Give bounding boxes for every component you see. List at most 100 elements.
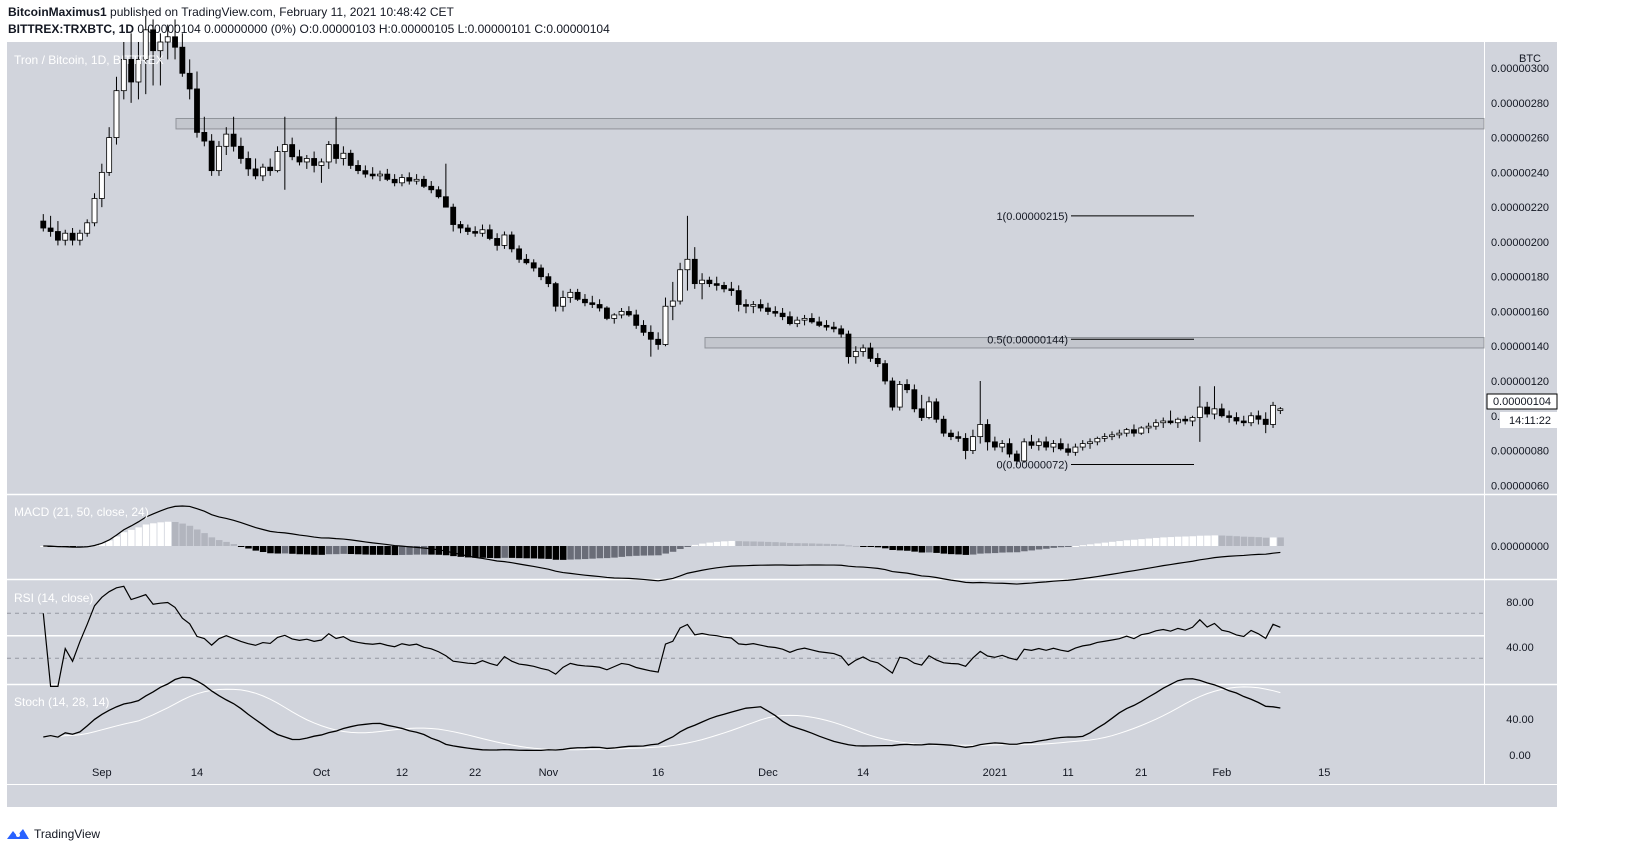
candle[interactable]	[325, 141, 332, 169]
candle[interactable]	[757, 299, 764, 312]
candle[interactable]	[669, 281, 676, 321]
candle[interactable]	[1211, 386, 1218, 420]
candle[interactable]	[779, 307, 786, 321]
candle[interactable]	[955, 431, 962, 442]
candle[interactable]	[743, 299, 749, 314]
candle[interactable]	[1218, 403, 1225, 418]
candle[interactable]	[845, 330, 852, 364]
candle[interactable]	[172, 19, 178, 60]
candle[interactable]	[530, 259, 537, 272]
candle[interactable]	[55, 221, 61, 246]
candle[interactable]	[442, 163, 449, 208]
candle[interactable]	[1087, 438, 1093, 449]
candle[interactable]	[494, 233, 501, 251]
candle[interactable]	[40, 214, 47, 232]
candle[interactable]	[640, 320, 647, 336]
candle[interactable]	[1240, 415, 1247, 427]
candle[interactable]	[1270, 401, 1276, 428]
candle[interactable]	[721, 281, 727, 293]
author-name[interactable]: BitcoinMaximus1	[8, 5, 107, 19]
candle[interactable]	[772, 306, 779, 317]
candle[interactable]	[962, 433, 969, 460]
candle[interactable]	[296, 149, 303, 166]
candle[interactable]	[311, 151, 318, 173]
candle[interactable]	[62, 229, 69, 246]
candle[interactable]	[486, 224, 493, 241]
candle[interactable]	[281, 116, 288, 190]
candle[interactable]	[377, 170, 383, 182]
candle[interactable]	[369, 167, 376, 180]
candle[interactable]	[1013, 450, 1020, 465]
candle[interactable]	[1196, 386, 1203, 442]
candle[interactable]	[1248, 412, 1254, 427]
candle[interactable]	[1153, 419, 1159, 430]
candle[interactable]	[977, 381, 984, 444]
candle[interactable]	[1021, 438, 1028, 463]
candle[interactable]	[801, 314, 808, 326]
candle[interactable]	[911, 384, 918, 413]
candle[interactable]	[867, 342, 874, 362]
candle[interactable]	[582, 294, 588, 307]
candle[interactable]	[655, 332, 662, 350]
candle[interactable]	[940, 415, 947, 437]
candle[interactable]	[333, 116, 339, 164]
candle[interactable]	[926, 396, 932, 420]
candle[interactable]	[904, 379, 910, 394]
candle[interactable]	[889, 377, 896, 411]
candle[interactable]	[508, 231, 515, 253]
candle[interactable]	[830, 321, 837, 333]
candle[interactable]	[464, 224, 471, 235]
candle[interactable]	[1131, 424, 1137, 437]
candle[interactable]	[523, 254, 530, 265]
candle[interactable]	[852, 346, 859, 364]
candle[interactable]	[384, 168, 391, 182]
candle[interactable]	[633, 309, 640, 329]
candle[interactable]	[735, 285, 742, 312]
candle[interactable]	[450, 203, 457, 232]
price-candles[interactable]	[40, 15, 1284, 465]
candle[interactable]	[201, 116, 208, 147]
candle[interactable]	[1160, 417, 1167, 428]
candle[interactable]	[691, 247, 698, 289]
candle[interactable]	[362, 165, 369, 178]
candle[interactable]	[106, 127, 113, 176]
candle[interactable]	[1035, 438, 1042, 451]
candle[interactable]	[238, 137, 244, 164]
candle[interactable]	[874, 353, 881, 368]
candle[interactable]	[479, 224, 486, 237]
candle[interactable]	[347, 149, 354, 169]
candle[interactable]	[787, 311, 793, 326]
candle[interactable]	[1182, 415, 1189, 425]
candle[interactable]	[1079, 440, 1086, 451]
candle[interactable]	[245, 151, 252, 176]
candle[interactable]	[618, 307, 625, 319]
candle[interactable]	[47, 215, 54, 237]
candle[interactable]	[303, 155, 310, 169]
candle[interactable]	[355, 160, 361, 175]
candle[interactable]	[194, 71, 200, 138]
candle[interactable]	[560, 290, 566, 312]
fib-retracement[interactable]: 1(0.00000215) 0.5(0.00000144) 0(0.00000072…	[987, 211, 1194, 472]
candle[interactable]	[1050, 440, 1057, 453]
candle[interactable]	[391, 174, 398, 187]
candle[interactable]	[252, 158, 259, 180]
candle[interactable]	[948, 429, 954, 441]
candle[interactable]	[860, 344, 867, 357]
candle[interactable]	[216, 141, 222, 176]
candle[interactable]	[991, 436, 998, 451]
candle[interactable]	[399, 174, 405, 187]
candle[interactable]	[882, 360, 888, 385]
candle[interactable]	[1277, 407, 1284, 415]
candle[interactable]	[999, 440, 1006, 453]
candle[interactable]	[164, 24, 171, 60]
candle[interactable]	[1255, 410, 1262, 425]
candle[interactable]	[406, 172, 413, 185]
candle[interactable]	[1109, 431, 1115, 441]
brand-label[interactable]: TradingView	[34, 827, 101, 841]
candle[interactable]	[186, 59, 193, 100]
candle[interactable]	[896, 381, 903, 411]
candle[interactable]	[728, 281, 735, 296]
candle[interactable]	[984, 419, 991, 451]
candle[interactable]	[647, 325, 654, 357]
candle[interactable]	[596, 299, 603, 312]
